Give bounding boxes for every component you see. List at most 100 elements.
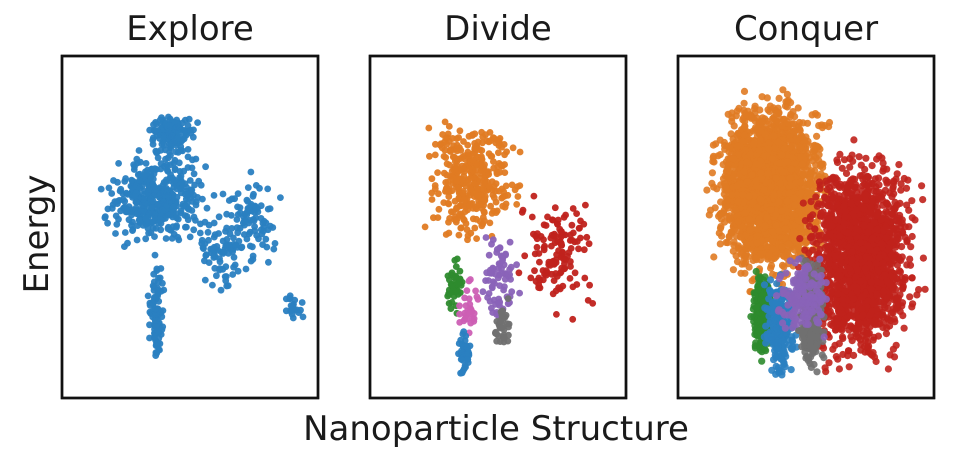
scatter-point xyxy=(230,253,238,261)
scatter-point xyxy=(157,265,165,272)
scatter-point xyxy=(175,159,183,167)
scatter-point xyxy=(521,252,529,260)
scatter-point xyxy=(229,248,237,256)
scatter-point xyxy=(462,302,470,310)
scatter-point xyxy=(501,334,508,342)
scatter-point xyxy=(220,248,228,256)
scatter-point xyxy=(163,161,171,169)
scatter-point xyxy=(739,191,747,199)
scatter-point xyxy=(287,302,295,310)
scatter-point xyxy=(264,185,272,193)
scatter-point xyxy=(148,219,156,226)
plot-border-explore xyxy=(60,54,320,400)
scatter-point xyxy=(453,141,461,149)
scatter-point xyxy=(581,274,589,282)
scatter-point xyxy=(189,198,196,205)
scatter-point xyxy=(177,146,185,154)
scatter-point xyxy=(201,276,209,284)
scatter-point xyxy=(734,218,742,226)
scatter-point xyxy=(740,87,749,95)
scatter-point xyxy=(796,235,804,243)
scatter-point xyxy=(548,242,555,250)
scatter-point xyxy=(457,146,465,154)
scatter-point xyxy=(787,99,795,107)
scatter-point xyxy=(474,193,482,200)
scatter-point xyxy=(770,132,778,140)
scatter-point xyxy=(474,295,482,303)
scatter-point xyxy=(513,201,521,208)
scatter-point xyxy=(753,203,761,212)
scatter-point xyxy=(498,143,506,151)
scatter-point xyxy=(716,151,724,159)
scatter-point xyxy=(774,138,783,146)
scatter-point xyxy=(761,222,769,230)
scatter-point xyxy=(798,160,807,168)
scatter-point xyxy=(421,223,429,231)
scatter-point xyxy=(452,272,460,280)
scatter-point xyxy=(174,121,182,128)
scatter-point xyxy=(168,235,176,242)
scatter-point xyxy=(136,219,144,226)
scatter-point xyxy=(752,182,761,190)
scatter-point xyxy=(756,250,765,258)
scatter-point xyxy=(536,258,543,266)
scatter-point xyxy=(202,252,210,259)
scatter-point xyxy=(108,204,116,212)
scatter-point xyxy=(225,197,233,204)
scatter-point xyxy=(156,190,164,198)
scatter-point xyxy=(493,337,501,345)
scatter-point xyxy=(122,189,130,197)
scatter-point xyxy=(797,143,805,152)
scatter-point xyxy=(449,135,457,142)
scatter-point xyxy=(482,234,490,241)
scatter-point xyxy=(234,190,242,198)
scatter-point xyxy=(117,207,124,215)
scatter-point xyxy=(778,207,786,215)
scatter-point xyxy=(815,151,823,159)
scatter-point xyxy=(554,220,561,228)
scatter-point xyxy=(501,192,509,200)
scatter-point xyxy=(242,265,250,273)
scatter-point xyxy=(895,161,903,169)
scatter-point xyxy=(748,171,756,179)
scatter-point xyxy=(152,323,160,331)
scatter-point xyxy=(146,321,153,329)
scatter-point xyxy=(516,289,523,297)
scatter-point xyxy=(791,128,799,136)
scatter-point xyxy=(797,153,805,161)
scatter-point xyxy=(783,158,792,166)
scatter-point xyxy=(244,208,251,216)
scatter-point xyxy=(907,243,915,251)
scatter-point xyxy=(213,272,220,280)
scatter-point xyxy=(223,282,231,290)
scatter-point xyxy=(196,229,204,237)
scatter-point xyxy=(210,251,218,259)
scatter-point xyxy=(257,215,265,222)
scatter-point xyxy=(767,264,775,272)
scatter-point xyxy=(775,198,783,206)
scatter-point xyxy=(474,186,481,193)
scatter-point xyxy=(755,146,763,155)
scatter-point xyxy=(142,170,150,178)
scatter-point xyxy=(299,313,307,321)
scatter-point xyxy=(783,197,791,206)
scatter-point xyxy=(580,220,588,228)
scatter-point xyxy=(115,160,122,167)
scatter-point xyxy=(787,165,796,173)
scatter-point xyxy=(753,239,761,247)
scatter-point xyxy=(573,210,580,218)
scatter-point xyxy=(750,140,758,148)
scatter-point xyxy=(151,233,158,241)
scatter-point xyxy=(764,169,772,177)
scatter-point xyxy=(468,200,476,207)
scatter-point xyxy=(269,224,277,231)
scatter-point xyxy=(183,223,190,231)
scatter-point xyxy=(756,106,764,114)
scatter-point xyxy=(717,198,725,206)
scatter-point xyxy=(481,179,488,187)
scatter-point xyxy=(435,190,442,198)
scatter-point xyxy=(460,328,468,336)
scatter-point xyxy=(149,224,157,232)
scatter-point xyxy=(101,214,109,222)
scatter-point xyxy=(558,264,566,272)
